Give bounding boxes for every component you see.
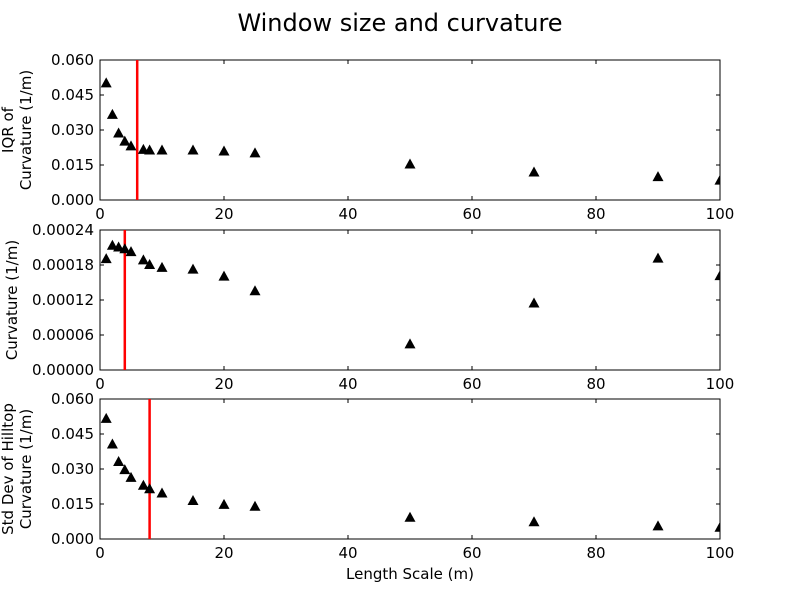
plot-frame: [99, 229, 721, 371]
data-point-triangle: [106, 108, 118, 119]
x-tick-label: 0: [95, 205, 105, 223]
x-tick-label: 20: [214, 544, 233, 562]
data-point-triangle: [652, 171, 664, 182]
data-point-triangle: [156, 144, 168, 155]
data-points: [100, 412, 720, 532]
y-tick-label: 0.000: [51, 530, 94, 548]
data-point-triangle: [404, 511, 416, 522]
y-tick-label: 0.045: [51, 86, 94, 104]
x-tick-label: 20: [214, 375, 233, 393]
y-tick-label: 0.030: [51, 121, 94, 139]
data-point-triangle: [187, 494, 199, 505]
data-point-triangle: [144, 483, 156, 494]
x-tick-label: 60: [462, 544, 481, 562]
data-point-triangle: [528, 516, 540, 527]
data-point-triangle: [249, 500, 261, 511]
x-tick-label: 100: [706, 205, 735, 223]
data-point-triangle: [144, 144, 156, 155]
data-point-triangle: [187, 144, 199, 155]
data-point-triangle: [137, 479, 149, 490]
x-tick-label: 40: [338, 544, 357, 562]
data-point-triangle: [106, 438, 118, 449]
subplot-1: 0 20 40 60 80 100 0.000 0.015 0.030 0.045 0.060 IQR…: [0, 51, 734, 223]
y-tick-label: 0.00006: [32, 326, 94, 344]
x-tick-label: 20: [214, 205, 233, 223]
data-point-triangle: [113, 456, 125, 466]
data-point-triangle: [119, 243, 131, 254]
x-tick-label: 80: [586, 375, 605, 393]
plot-frame: [99, 59, 721, 201]
y-tick-label: 0.000: [51, 191, 94, 209]
data-point-triangle: [652, 252, 664, 263]
data-point-triangle: [100, 77, 112, 88]
y-tick-label: 0.00018: [32, 256, 94, 274]
y-axis-label: Curvature (1/m): [17, 70, 35, 190]
data-point-triangle: [404, 158, 416, 169]
data-point-triangle: [156, 261, 168, 272]
y-axis-label: Std Dev of Hilltop: [0, 403, 17, 535]
data-point-triangle: [137, 254, 149, 265]
y-tick-label: 0.060: [51, 51, 94, 69]
data-point-triangle: [218, 498, 230, 509]
data-point-triangle: [218, 145, 230, 156]
data-point-triangle: [125, 140, 137, 151]
data-points: [100, 239, 720, 349]
subplot-3: 0 20 40 60 80 100 0.000 0.015 0.030 0.045 0.060 Std…: [0, 390, 734, 583]
data-point-triangle: [119, 464, 131, 475]
data-point-triangle: [528, 297, 540, 308]
data-point-triangle: [106, 239, 118, 250]
x-axis-label: Length Scale (m): [346, 565, 474, 583]
subplot-panels: 0 20 40 60 80 100 0.000 0.015 0.030 0.045 0.060 IQR…: [0, 51, 734, 583]
x-tick-label: 100: [706, 375, 735, 393]
data-point-triangle: [714, 174, 720, 185]
y-axis-label: Curvature (1/m): [3, 240, 21, 360]
y-tick-label: 0.00012: [32, 291, 94, 309]
data-point-triangle: [156, 487, 168, 498]
data-point-triangle: [404, 338, 416, 349]
data-point-triangle: [125, 246, 137, 257]
data-point-triangle: [100, 412, 112, 423]
data-point-triangle: [125, 471, 137, 482]
x-tick-label: 40: [338, 205, 357, 223]
y-tick-label: 0.060: [51, 390, 94, 408]
y-axis-label: Curvature (1/m): [17, 409, 35, 529]
figure-title: Window size and curvature: [237, 9, 562, 37]
x-tick-label: 100: [706, 544, 735, 562]
data-points: [100, 77, 720, 185]
data-point-triangle: [652, 520, 664, 531]
y-tick-label: 0.015: [51, 495, 94, 513]
data-point-triangle: [187, 263, 199, 274]
x-tick-label: 0: [95, 375, 105, 393]
y-tick-label: 0.00000: [32, 361, 94, 379]
y-tick-label: 0.00024: [32, 221, 94, 239]
data-point-triangle: [218, 270, 230, 281]
data-point-triangle: [249, 285, 261, 296]
y-axis-label: IQR of: [0, 106, 17, 153]
data-point-triangle: [249, 147, 261, 158]
data-point-triangle: [144, 259, 156, 269]
y-tick-label: 0.015: [51, 156, 94, 174]
x-tick-label: 0: [95, 544, 105, 562]
y-tick-label: 0.030: [51, 460, 94, 478]
data-point-triangle: [714, 270, 720, 281]
data-point-triangle: [100, 253, 112, 264]
data-point-triangle: [714, 521, 720, 532]
x-tick-label: 60: [462, 375, 481, 393]
subplot-2: 0 20 40 60 80 100 0.00000 0.00006 0.00012 0.00018…: [3, 221, 734, 393]
y-tick-label: 0.045: [51, 425, 94, 443]
data-point-triangle: [113, 241, 125, 252]
x-tick-label: 80: [586, 544, 605, 562]
x-tick-label: 80: [586, 205, 605, 223]
data-point-triangle: [119, 135, 131, 146]
x-tick-label: 60: [462, 205, 481, 223]
x-tick-label: 40: [338, 375, 357, 393]
data-point-triangle: [528, 166, 540, 177]
data-point-triangle: [113, 127, 125, 138]
